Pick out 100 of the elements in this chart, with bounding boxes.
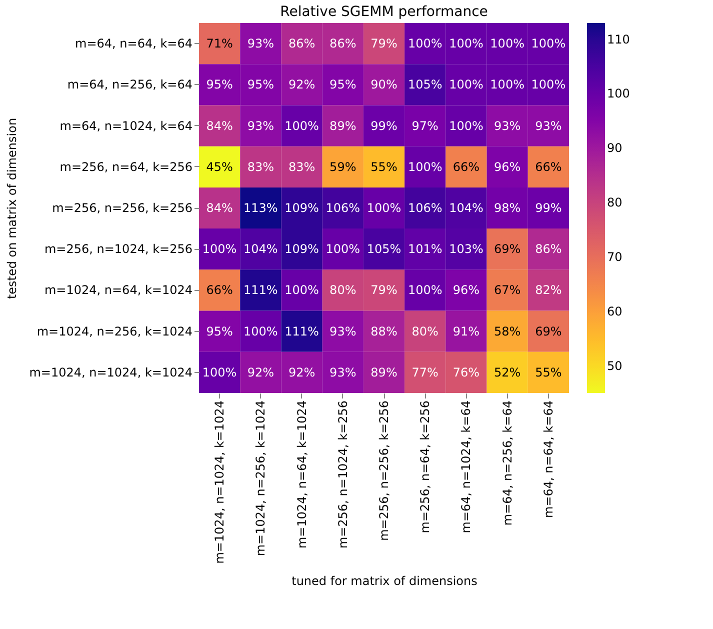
data-label: 55% [535,365,562,380]
data-label: 93% [494,118,521,133]
data-label: 100% [366,201,402,215]
data-label: 103% [449,242,484,256]
y-tick-label: m=1024, n=256, k=1024 [36,324,192,338]
color-bar-label: 70 [607,250,622,264]
data-label: 52% [494,365,521,380]
x-tick-label: m=256, n=256, k=256 [377,400,391,541]
data-label: 100% [490,78,524,92]
data-label: 109% [284,201,319,215]
data-label: 67% [494,283,521,298]
data-label: 83% [247,160,274,174]
data-label: 84% [206,118,233,133]
data-label: 91% [452,324,480,338]
data-label: 93% [330,324,356,338]
data-label: 100% [531,36,566,51]
x-tick-label: m=64, n=64, k=64 [541,400,556,518]
data-label: 80% [330,283,356,298]
data-label: 100% [408,160,442,174]
data-label: 111% [284,324,319,338]
y-axis-title: tested on matrix of dimension [5,118,20,300]
y-tick-label: m=256, n=1024, k=256 [44,242,192,256]
data-label: 100% [449,36,484,51]
data-label: 97% [412,118,438,133]
data-label: 106% [326,201,360,215]
data-label: 86% [330,36,356,51]
data-label: 98% [494,201,521,215]
data-label: 101% [408,242,442,256]
x-tick-label: m=1024, n=64, k=1024 [294,400,309,549]
data-label: 90% [370,78,398,92]
data-label: 100% [284,118,319,133]
x-tick-label: m=256, n=1024, k=256 [336,400,350,549]
data-label: 89% [370,365,398,380]
data-label: 100% [326,242,360,256]
y-tick-label: m=64, n=256, k=64 [67,78,192,92]
color-bar-label: 80 [607,196,622,210]
x-tick-label: m=64, n=1024, k=64 [459,400,474,534]
data-label: 96% [494,160,521,174]
data-label: 86% [288,36,316,51]
data-label: 96% [452,283,480,298]
data-label: 88% [370,324,398,338]
data-label: 111% [244,283,278,298]
data-label: 89% [330,118,356,133]
data-label: 82% [535,283,562,298]
data-label: 99% [535,201,562,215]
data-label: 83% [288,160,316,174]
data-label: 93% [535,118,562,133]
data-label: 93% [247,36,274,51]
chart-title: Relative SGEMM performance [280,4,488,20]
y-tick-label: m=64, n=64, k=64 [75,36,192,51]
data-label: 100% [244,324,278,338]
color-bar-label: 50 [607,358,622,373]
data-label: 80% [412,324,438,338]
data-label: 79% [370,36,398,51]
data-label: 93% [247,118,274,133]
data-label: 92% [247,365,274,380]
data-label: 92% [288,365,316,380]
data-label: 84% [206,201,233,215]
data-label: 100% [449,78,484,92]
data-label: 66% [535,160,562,174]
y-tick-label: m=256, n=256, k=256 [52,201,192,215]
data-label: 100% [202,365,237,380]
data-label: 66% [206,283,233,298]
data-label: 79% [370,283,398,298]
x-axis-title: tuned for matrix of dimensions [292,574,478,588]
data-label: 95% [247,78,274,92]
data-label: 59% [330,160,356,174]
x-tick-label: m=64, n=256, k=64 [500,400,514,526]
color-bar-label: 90 [607,141,622,156]
data-label: 55% [370,160,398,174]
data-label: 100% [490,36,524,51]
y-tick-label: m=1024, n=1024, k=1024 [29,365,192,380]
data-label: 105% [408,78,442,92]
y-tick-label: m=1024, n=64, k=1024 [44,283,192,298]
x-tick-label: m=256, n=64, k=256 [418,400,432,534]
data-label: 77% [412,365,438,380]
data-label: 58% [494,324,521,338]
data-label: 45% [206,160,233,174]
data-label: 100% [449,118,484,133]
y-tick-label: m=64, n=1024, k=64 [60,118,192,133]
data-label: 104% [244,242,278,256]
data-label: 106% [408,201,442,215]
data-label: 100% [284,283,319,298]
data-label: 92% [288,78,316,92]
data-label: 100% [202,242,237,256]
data-label: 66% [452,160,480,174]
data-label: 104% [449,201,484,215]
color-bar-label: 60 [607,304,622,318]
data-label: 105% [366,242,402,256]
data-label: 76% [452,365,480,380]
data-label: 100% [408,36,442,51]
y-tick-label: m=256, n=64, k=256 [60,160,192,174]
data-label: 113% [244,201,278,215]
data-label: 69% [494,242,521,256]
data-label: 99% [370,118,398,133]
data-label: 100% [531,78,566,92]
data-label: 71% [206,36,233,51]
data-label: 93% [330,365,356,380]
data-label: 95% [330,78,356,92]
data-label: 86% [535,242,562,256]
